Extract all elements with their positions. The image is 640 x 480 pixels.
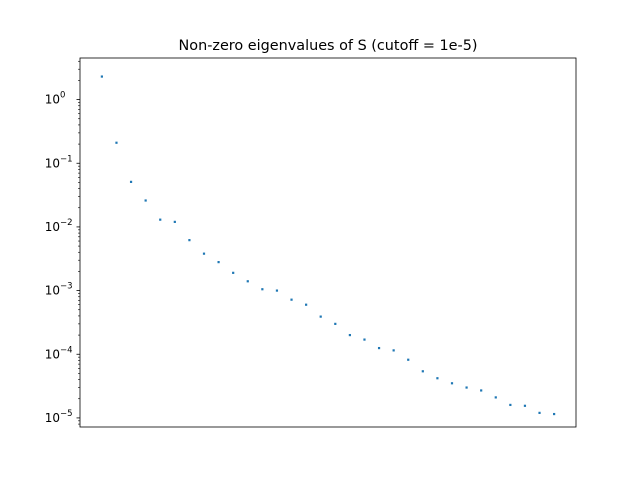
chart-title: Non-zero eigenvalues of S (cutoff = 1e-5…: [179, 38, 478, 54]
data-point: [465, 386, 468, 389]
data-point: [436, 377, 439, 380]
data-point: [188, 239, 191, 242]
y-tick-exponent: 0: [60, 91, 65, 101]
data-point: [159, 218, 162, 221]
data-point: [144, 199, 147, 202]
data-point: [334, 322, 337, 325]
y-tick-exponent: −2: [60, 218, 73, 228]
y-tick-label: 10: [45, 156, 60, 170]
data-point: [305, 303, 308, 306]
y-tick-label: 10: [45, 347, 60, 361]
data-point: [553, 412, 556, 416]
y-tick-exponent: −1: [60, 154, 73, 164]
data-point: [348, 333, 351, 337]
data-point: [509, 403, 512, 407]
data-point: [494, 396, 497, 399]
data-point: [115, 141, 118, 144]
axes-frame: [79, 57, 577, 428]
data-point: [407, 358, 410, 361]
y-tick-label: 10: [45, 284, 60, 298]
data-point: [129, 180, 133, 183]
data-point: [173, 220, 176, 223]
y-tick-exponent: −4: [60, 345, 73, 355]
data-point: [392, 349, 395, 352]
y-tick-label: 10: [45, 220, 60, 234]
data-point: [290, 298, 293, 301]
y-tick-label: 10: [45, 93, 60, 107]
y-tick-exponent: −3: [60, 282, 73, 292]
y-tick-label: 10: [45, 411, 60, 425]
y-tick-exponent: −5: [60, 409, 73, 419]
data-point: [246, 280, 249, 283]
data-markers: [100, 75, 556, 416]
data-point: [421, 370, 424, 373]
data-point: [100, 75, 103, 78]
data-point: [261, 288, 264, 291]
data-point: [202, 252, 206, 255]
data-point: [275, 289, 279, 292]
data-point: [377, 346, 381, 350]
data-point: [319, 315, 322, 318]
data-point: [523, 404, 527, 407]
data-point: [232, 271, 235, 274]
data-point: [217, 261, 220, 264]
data-point: [450, 382, 454, 385]
data-point: [538, 411, 541, 414]
data-point: [480, 389, 483, 392]
data-point: [363, 338, 366, 341]
